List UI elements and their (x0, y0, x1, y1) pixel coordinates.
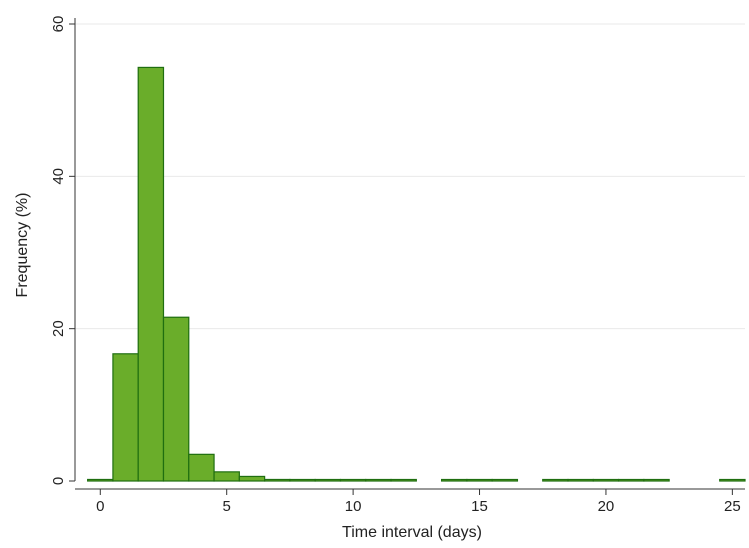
histogram-bar-3 (162, 316, 190, 482)
x-tick-label-10: 10 (345, 498, 362, 515)
y-tick-label-40: 40 (50, 168, 67, 185)
x-tick-label-5: 5 (223, 498, 231, 515)
ticks: 0 20 40 60 0 5 10 15 20 25 (50, 16, 741, 515)
histogram-bar-17 (567, 478, 594, 482)
histogram-bar-20 (643, 478, 670, 482)
histogram-bar-4 (188, 453, 215, 482)
x-tick-label-0: 0 (96, 498, 104, 515)
histogram-bar-5 (213, 471, 240, 482)
histogram-bar-11 (365, 478, 392, 482)
axes (74, 18, 745, 490)
x-axis-label: Time interval (days) (342, 524, 482, 541)
histogram-bar-1 (112, 353, 139, 482)
x-tick-label-15: 15 (471, 498, 488, 515)
y-tick-label-60: 60 (50, 16, 67, 33)
gridlines (75, 23, 745, 330)
histogram-bar-13 (441, 478, 468, 482)
histogram-bar-19 (617, 478, 645, 482)
histogram-bar-7 (264, 478, 291, 482)
histogram-bar-6 (238, 475, 266, 482)
histogram-bar-0 (87, 478, 114, 482)
x-tick-label-25: 25 (724, 498, 741, 515)
histogram-bar-21 (719, 478, 746, 482)
histogram-bar-18 (592, 478, 620, 482)
histogram-bar-16 (542, 478, 569, 482)
y-tick-label-20: 20 (50, 320, 67, 337)
histogram-bar-2 (137, 66, 165, 482)
histogram-bar-8 (289, 478, 316, 482)
histogram-bar-15 (491, 478, 519, 482)
histogram-bar-14 (466, 478, 493, 482)
x-tick-label-20: 20 (598, 498, 615, 515)
histogram-bar-10 (339, 478, 367, 482)
y-tick-label-0: 0 (50, 477, 67, 485)
bars (87, 66, 746, 482)
y-axis-label: Frequency (%) (14, 193, 31, 298)
histogram-bar-9 (314, 478, 342, 482)
histogram-bar-12 (390, 478, 417, 482)
